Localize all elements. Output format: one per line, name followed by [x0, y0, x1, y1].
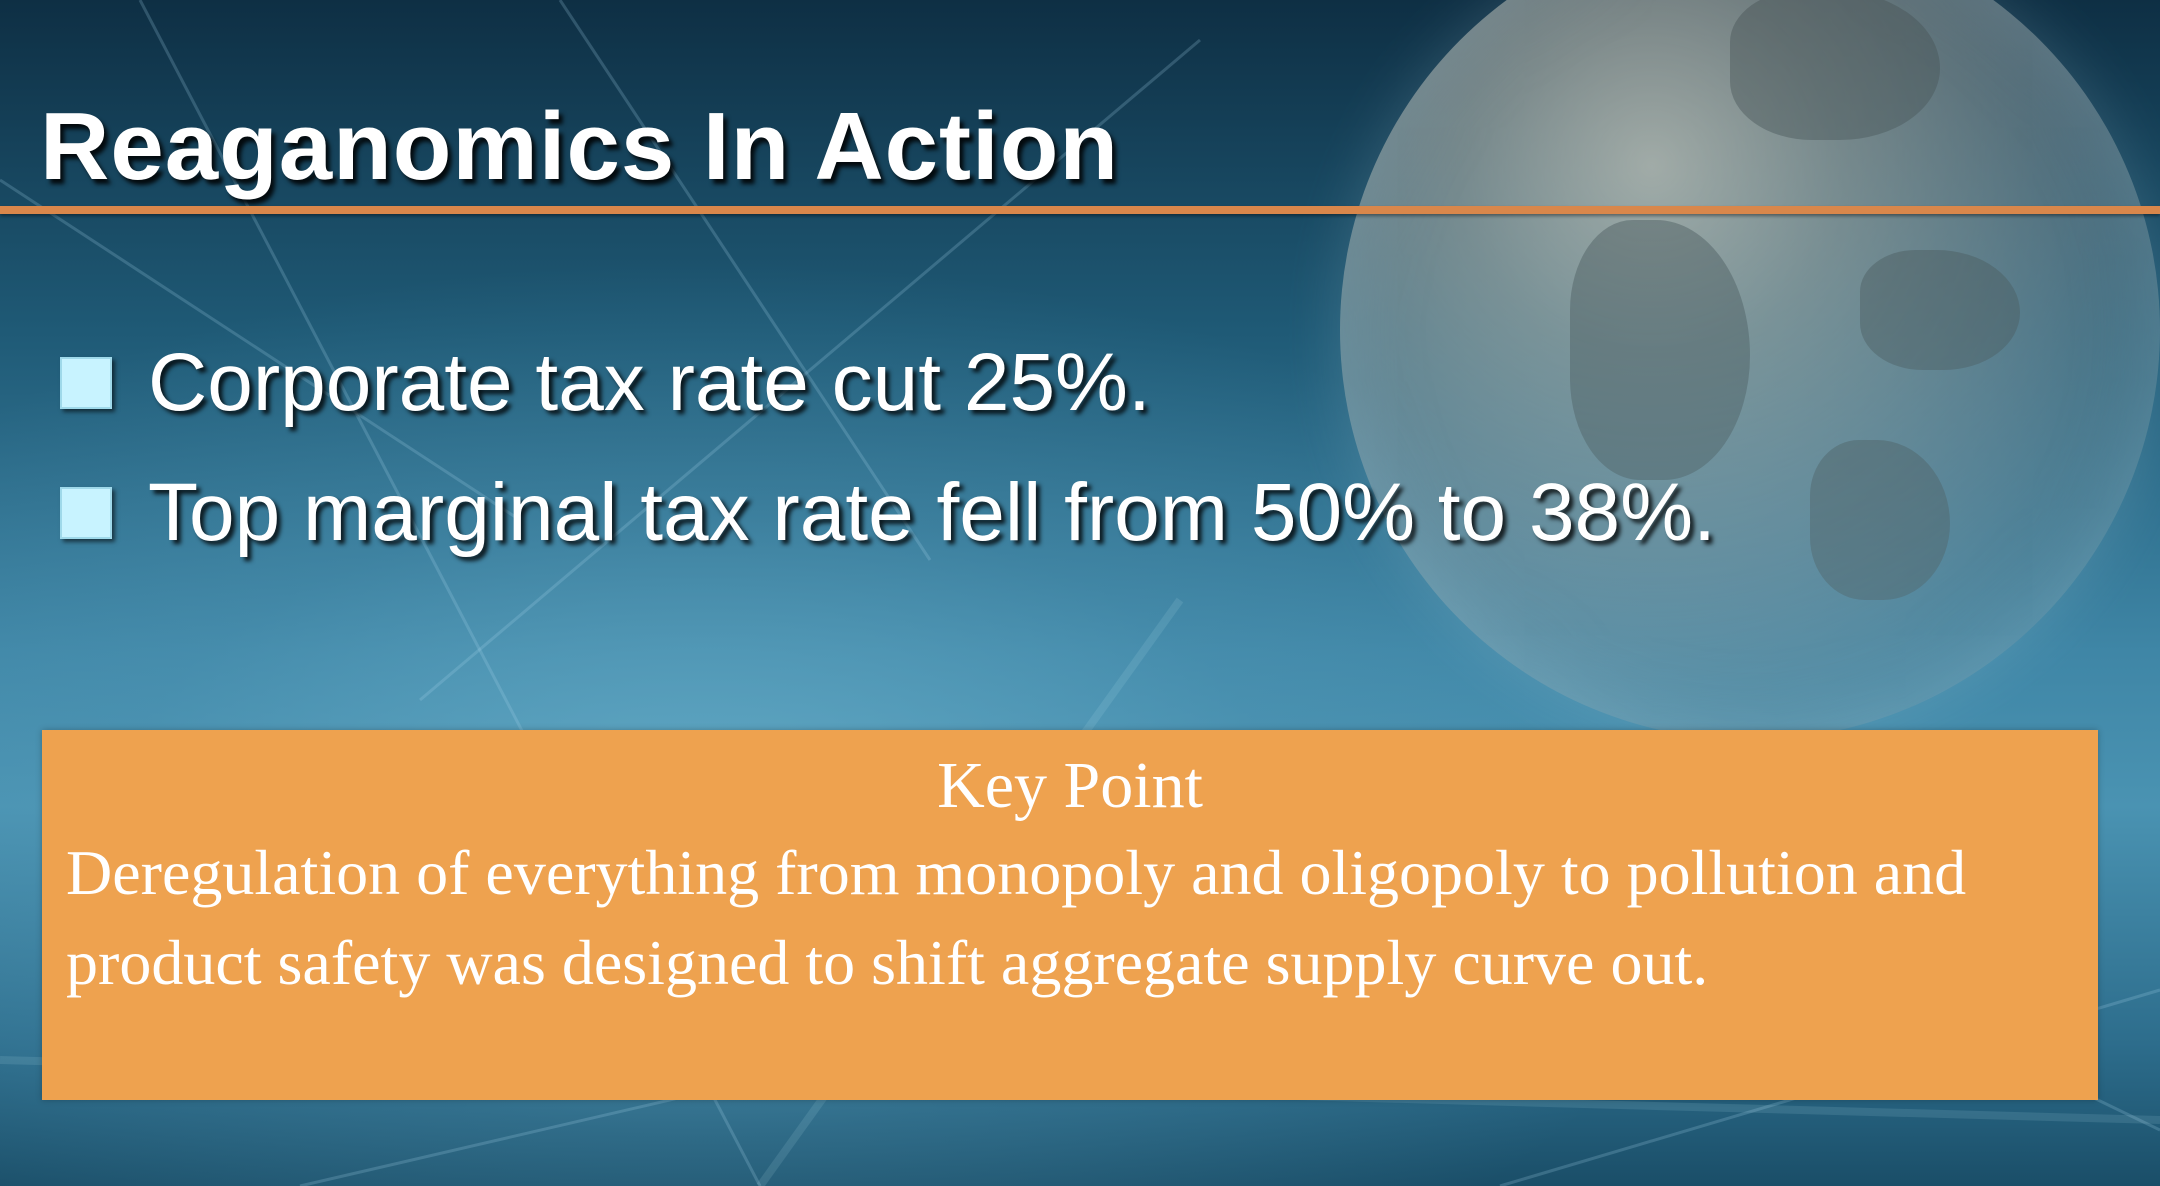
- bullet-text: Top marginal tax rate fell from 50% to 3…: [148, 467, 1716, 558]
- key-point-heading: Key Point: [937, 749, 1203, 822]
- bullet-item: Top marginal tax rate fell from 50% to 3…: [60, 448, 1716, 578]
- square-bullet-icon: [60, 487, 112, 539]
- bullet-item: Corporate tax rate cut 25%.: [60, 318, 1716, 448]
- key-point-body: Deregulation of everything from monopoly…: [66, 837, 1967, 998]
- title-divider: [0, 206, 2160, 214]
- slide-title: Reaganomics In Action: [40, 93, 1119, 200]
- bullet-list: Corporate tax rate cut 25%. Top marginal…: [60, 318, 1716, 578]
- bullet-text: Corporate tax rate cut 25%.: [148, 337, 1151, 428]
- key-point-box: Key Point Deregulation of everything fro…: [42, 730, 2098, 1100]
- square-bullet-icon: [60, 357, 112, 409]
- globe-background-image: [1340, 0, 2160, 740]
